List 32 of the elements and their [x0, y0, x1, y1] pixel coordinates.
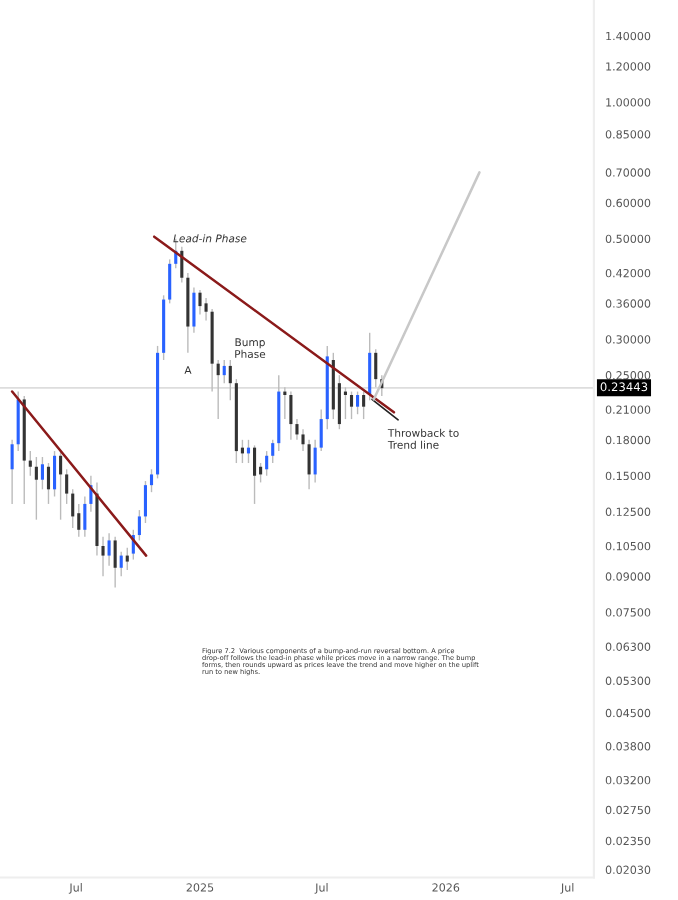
candlestick	[65, 468, 69, 505]
candlestick	[313, 439, 317, 484]
candlestick	[368, 332, 372, 402]
candlestick	[52, 450, 57, 498]
candlestick	[192, 286, 196, 334]
candlestick	[252, 444, 257, 505]
candlestick	[307, 439, 311, 491]
candlestick	[374, 348, 378, 389]
candlestick	[356, 390, 360, 415]
candlestick	[125, 547, 129, 571]
candlestick	[349, 390, 354, 420]
candlestick	[40, 456, 44, 491]
candlestick	[119, 550, 123, 578]
candlestick	[289, 390, 293, 441]
candlestick	[34, 456, 38, 521]
candlestick	[137, 509, 141, 542]
candlestick	[59, 450, 63, 521]
candlestick	[198, 289, 202, 316]
candlestick	[271, 439, 275, 464]
candlestick	[228, 359, 232, 402]
candlestick	[113, 536, 117, 589]
candlestick	[168, 258, 172, 305]
candlestick	[107, 532, 111, 567]
candlestick	[222, 359, 226, 384]
candlestick	[71, 488, 75, 529]
candlestick	[319, 408, 323, 452]
candlestick	[46, 462, 51, 505]
candlestick	[362, 390, 366, 420]
candlestick	[149, 468, 154, 493]
candlestick	[28, 450, 32, 477]
candlestick	[265, 450, 269, 477]
candlestick	[143, 480, 148, 524]
